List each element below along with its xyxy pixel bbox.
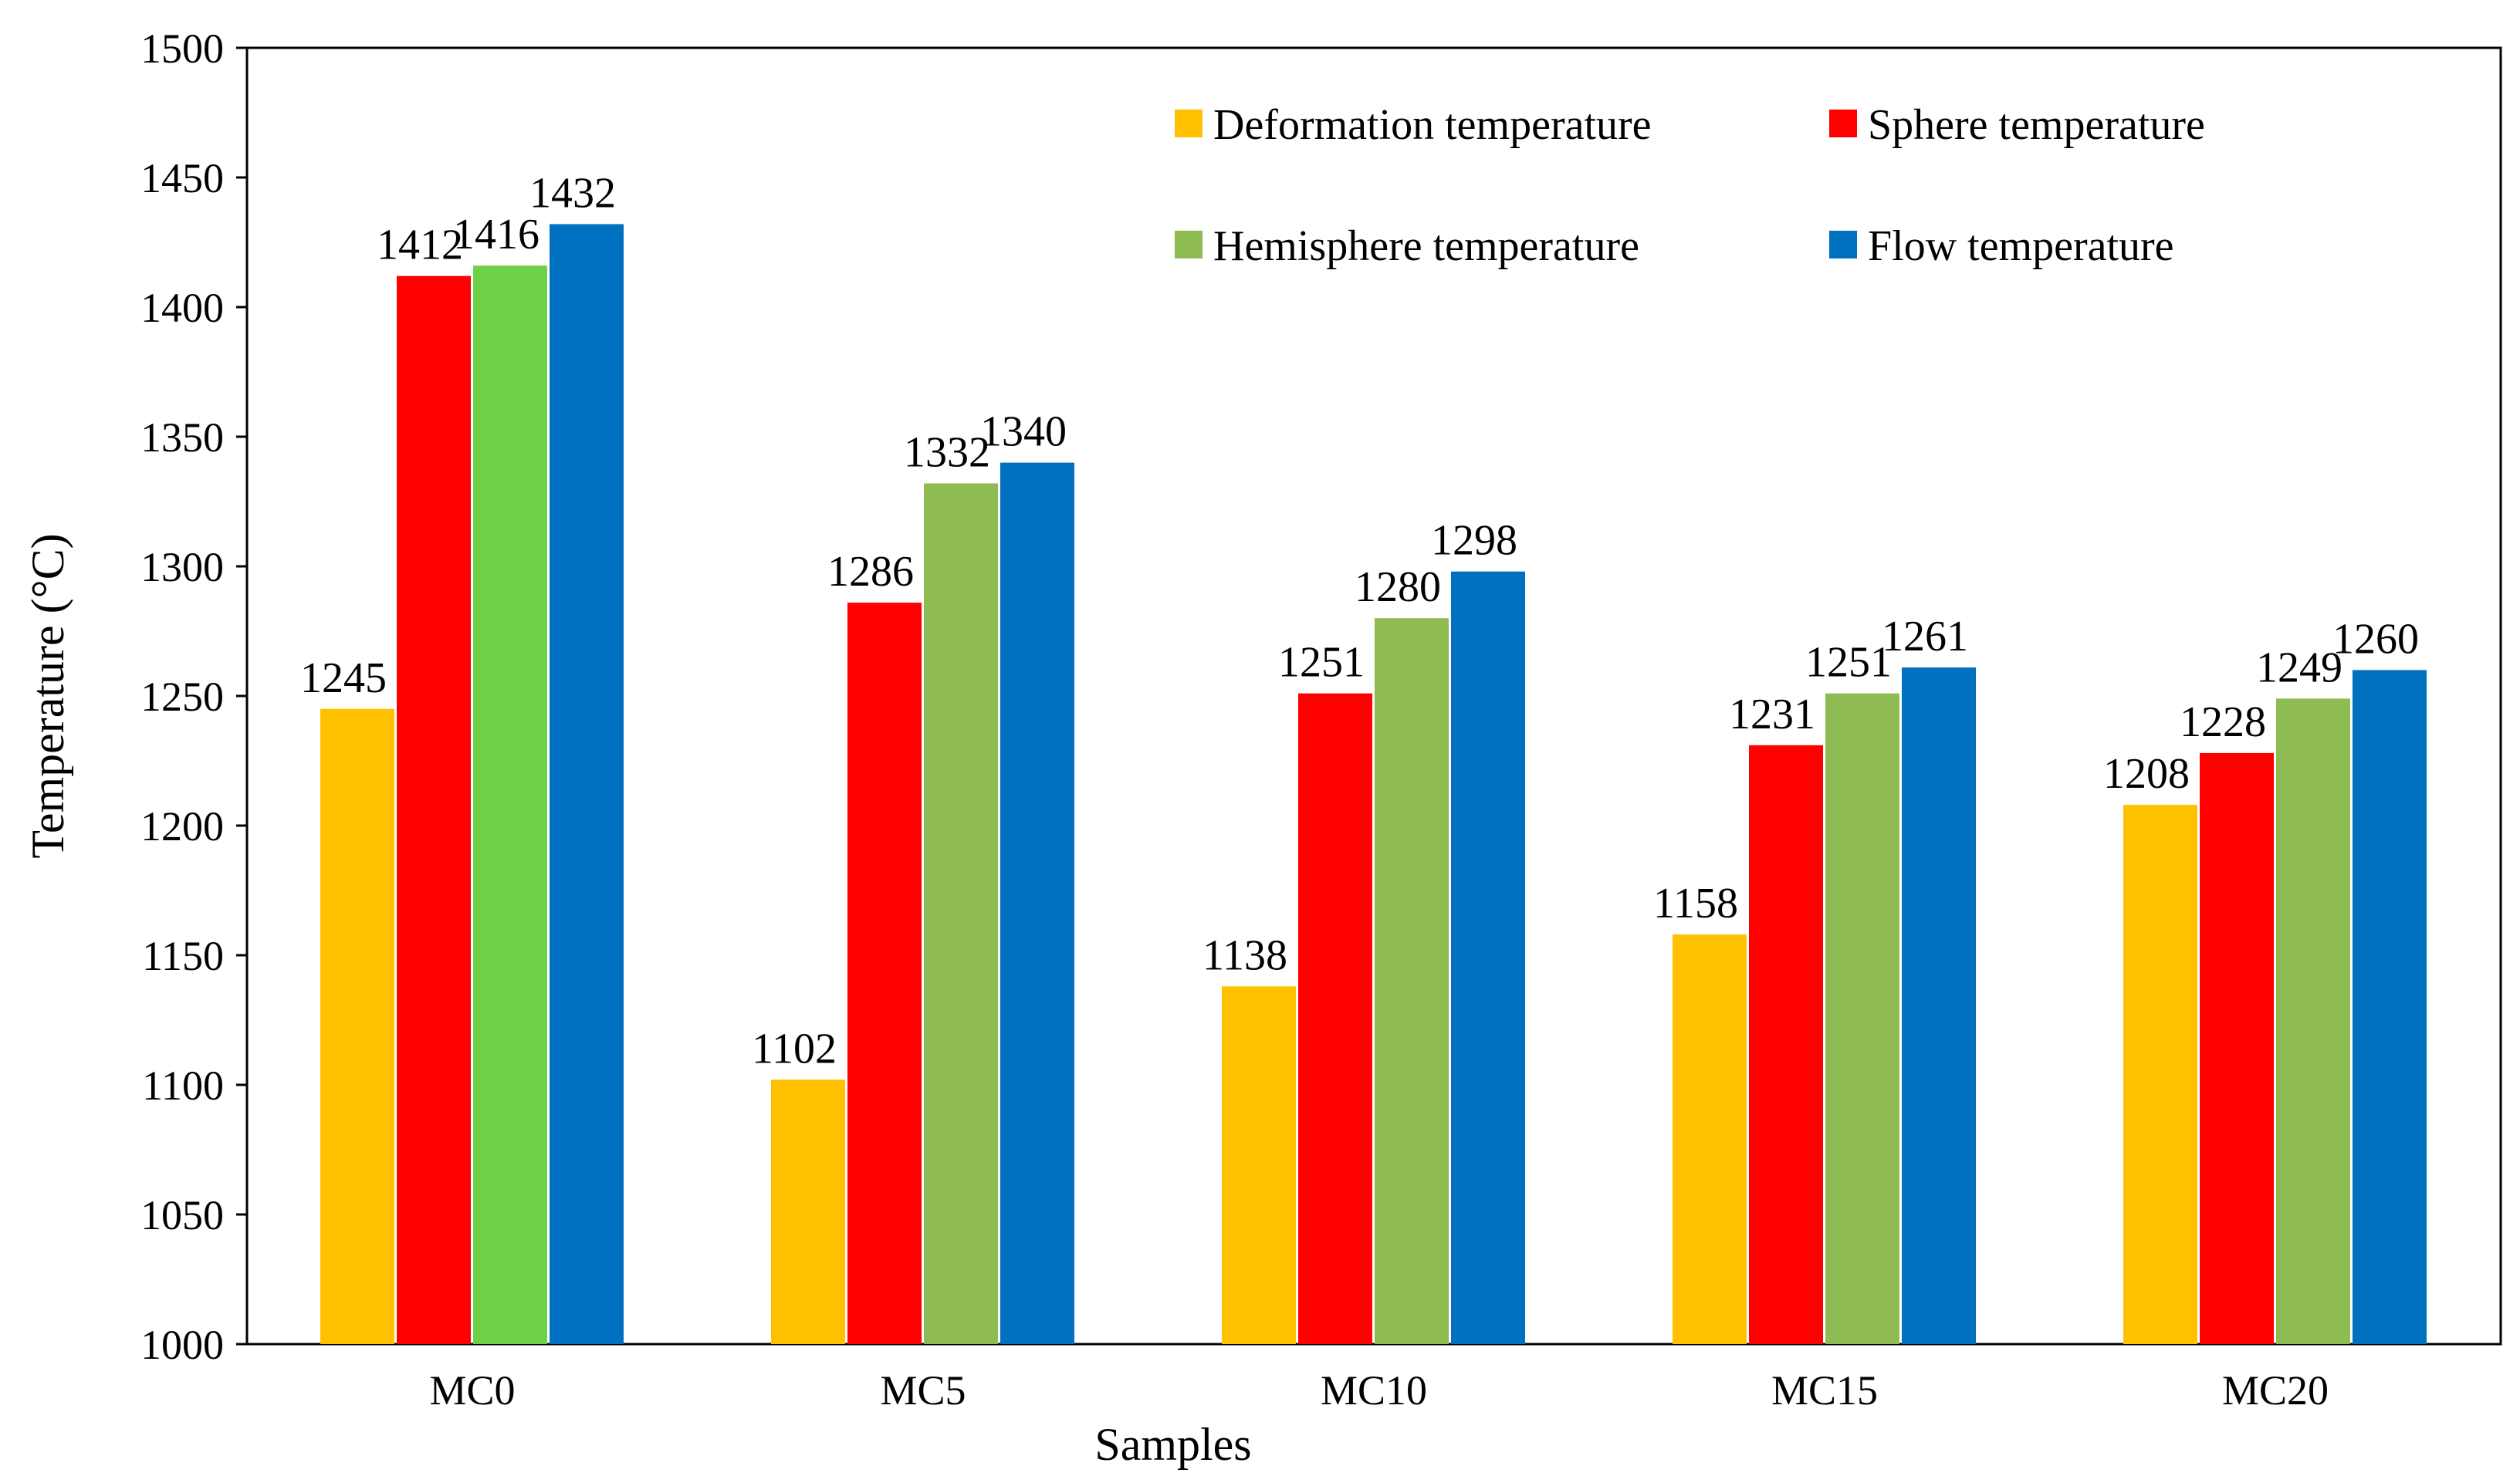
data-label: 1260	[2332, 615, 2419, 663]
legend-swatch	[1829, 110, 1857, 137]
y-tick-label: 1450	[140, 155, 224, 201]
y-tick-label: 1500	[140, 25, 224, 72]
y-tick-label: 1000	[140, 1322, 224, 1368]
x-tick-label: MC10	[1321, 1367, 1427, 1414]
bar	[397, 275, 471, 1345]
bar	[1673, 934, 1747, 1344]
legend: Deformation temperature Sphere temperatur…	[1175, 101, 2205, 270]
bar	[550, 224, 624, 1345]
data-label: 1261	[1882, 613, 1968, 660]
data-label: 1251	[1805, 639, 1892, 687]
data-label: 1208	[2103, 750, 2190, 798]
data-label: 1249	[2256, 644, 2342, 691]
y-tick-label: 1150	[142, 933, 224, 979]
bar	[2353, 670, 2427, 1344]
bar	[847, 603, 922, 1344]
legend-label: Flow temperature	[1868, 222, 2174, 270]
data-label: 1158	[1653, 880, 1738, 927]
y-tick-label: 1250	[140, 674, 224, 720]
bar	[1825, 693, 1899, 1344]
y-tick-label: 1050	[140, 1192, 224, 1238]
data-label: 1332	[904, 428, 990, 476]
data-label: 1286	[827, 548, 914, 596]
legend-swatch	[1175, 110, 1202, 137]
x-tick-label: MC0	[429, 1367, 515, 1414]
y-axis-title: Temperature (°C)	[22, 533, 73, 858]
bar	[1375, 618, 1449, 1344]
bar	[771, 1079, 845, 1344]
y-axis: 1000 1050 1100 1150 1200 1250 1300 1350 1400 1450…	[140, 25, 247, 1368]
x-axis: MC0 MC5 MC10 MC15 MC20	[429, 1367, 2329, 1414]
data-label: 1231	[1729, 691, 1815, 738]
bar	[2276, 698, 2350, 1344]
legend-swatch	[1175, 231, 1202, 258]
y-tick-label: 1400	[140, 285, 224, 331]
y-tick-label: 1200	[140, 803, 224, 850]
legend-label: Deformation temperature	[1213, 101, 1652, 149]
data-label: 1102	[752, 1025, 837, 1073]
y-tick-label: 1350	[140, 414, 224, 461]
data-label: 1412	[377, 221, 463, 269]
bar-series-group	[320, 224, 2427, 1345]
data-label: 1228	[2180, 698, 2266, 746]
data-label: 1432	[529, 169, 616, 217]
bar	[1000, 462, 1074, 1344]
legend-label: Sphere temperature	[1868, 101, 2205, 149]
bar	[1749, 745, 1823, 1344]
y-tick-label: 1300	[140, 544, 224, 590]
x-tick-label: MC15	[1771, 1367, 1878, 1414]
data-label: 1251	[1278, 639, 1365, 687]
data-label: 1340	[980, 408, 1067, 456]
bar	[320, 708, 394, 1344]
legend-label: Hemisphere temperature	[1213, 222, 1639, 270]
bar	[924, 483, 998, 1344]
bar	[2200, 752, 2274, 1344]
bar	[2123, 805, 2197, 1344]
y-tick-label: 1100	[142, 1062, 224, 1109]
data-label: 1416	[453, 211, 540, 258]
data-label: 1138	[1202, 931, 1287, 979]
x-tick-label: MC20	[2222, 1367, 2329, 1414]
bar	[1451, 571, 1525, 1344]
data-label: 1280	[1355, 563, 1441, 611]
data-label: 1298	[1431, 517, 1517, 565]
legend-swatch	[1829, 231, 1857, 258]
data-label: 1245	[300, 654, 387, 702]
bar	[473, 265, 547, 1344]
bar	[1298, 693, 1372, 1344]
x-tick-label: MC5	[880, 1367, 966, 1414]
bar	[1902, 667, 1976, 1344]
bar	[1222, 986, 1296, 1344]
x-axis-title: Samples	[1094, 1419, 1251, 1470]
